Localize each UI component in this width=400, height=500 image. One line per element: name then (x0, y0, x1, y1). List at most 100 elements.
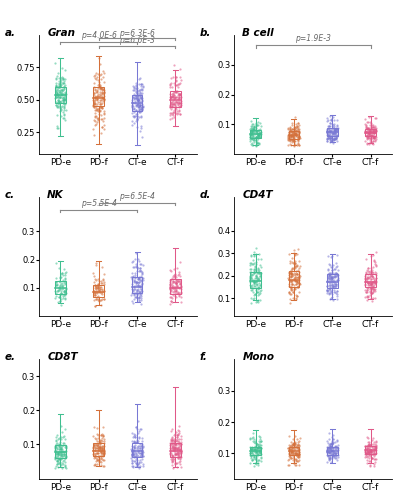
Point (96, 104, 103, 112)
Point (324, 136, 331, 144)
Point (330, 112, 336, 120)
Point (254, 140, 260, 147)
Point (371, 452, 377, 460)
Point (95, 98, 101, 106)
Point (331, 273, 338, 281)
Point (331, 265, 337, 273)
Point (166, 439, 173, 447)
Point (331, 130, 338, 138)
Point (331, 134, 338, 141)
Point (256, 447, 262, 455)
Point (334, 122, 341, 130)
Point (128, 109, 135, 117)
Point (290, 142, 297, 150)
Point (288, 445, 295, 453)
Point (329, 443, 335, 451)
Point (333, 124, 339, 132)
Point (325, 134, 332, 142)
Point (330, 286, 337, 294)
Point (324, 128, 330, 136)
Point (92, 434, 98, 442)
Point (253, 446, 260, 454)
Point (53, 100, 59, 108)
Point (100, 94, 106, 102)
Point (249, 124, 256, 132)
Point (293, 272, 299, 280)
Point (58, 460, 65, 468)
Point (258, 453, 264, 461)
Point (288, 285, 294, 293)
Point (256, 131, 262, 139)
Point (286, 130, 292, 138)
Point (251, 126, 258, 134)
Point (95, 295, 101, 303)
Point (91, 288, 98, 296)
Bar (170, 280, 181, 293)
Point (138, 94, 145, 102)
Point (55, 449, 62, 457)
Point (249, 275, 256, 283)
Point (128, 274, 135, 281)
Point (294, 135, 300, 143)
Point (328, 276, 334, 283)
Point (326, 454, 332, 462)
Point (174, 454, 181, 462)
Point (99, 104, 106, 112)
Point (58, 300, 64, 308)
Point (324, 448, 330, 456)
Point (53, 90, 59, 98)
Bar (327, 274, 338, 287)
Point (60, 79, 66, 87)
Point (362, 453, 369, 461)
Point (362, 281, 369, 289)
Point (256, 444, 262, 452)
Point (248, 270, 254, 278)
Point (251, 268, 257, 276)
Point (369, 138, 376, 146)
Point (291, 271, 298, 279)
Point (94, 456, 100, 464)
Point (54, 460, 60, 468)
Point (172, 438, 179, 446)
Point (174, 449, 180, 457)
Point (58, 433, 64, 441)
Point (370, 132, 377, 140)
Point (370, 447, 376, 455)
Point (174, 445, 180, 453)
Point (62, 274, 68, 282)
Point (324, 448, 330, 456)
Point (326, 448, 332, 456)
Point (372, 450, 378, 458)
Point (132, 272, 138, 280)
Point (327, 284, 334, 292)
Point (291, 446, 298, 454)
Point (100, 68, 106, 76)
Point (330, 447, 336, 455)
Point (248, 448, 255, 456)
Point (173, 278, 180, 286)
Point (327, 120, 333, 128)
Point (291, 129, 298, 137)
Point (256, 250, 262, 258)
Point (295, 124, 302, 132)
Point (61, 98, 67, 106)
Point (334, 125, 341, 133)
Point (334, 262, 340, 270)
Point (331, 443, 338, 451)
Point (248, 120, 255, 128)
Point (324, 448, 330, 456)
Point (53, 450, 59, 458)
Point (98, 279, 104, 287)
Point (334, 295, 340, 303)
Point (172, 76, 179, 84)
Point (166, 103, 173, 111)
Point (97, 92, 103, 100)
Point (91, 88, 97, 96)
Point (53, 92, 60, 100)
Point (57, 274, 64, 282)
Point (97, 455, 104, 463)
Point (364, 124, 371, 132)
Point (253, 272, 259, 280)
Point (169, 284, 176, 292)
Point (254, 444, 260, 452)
